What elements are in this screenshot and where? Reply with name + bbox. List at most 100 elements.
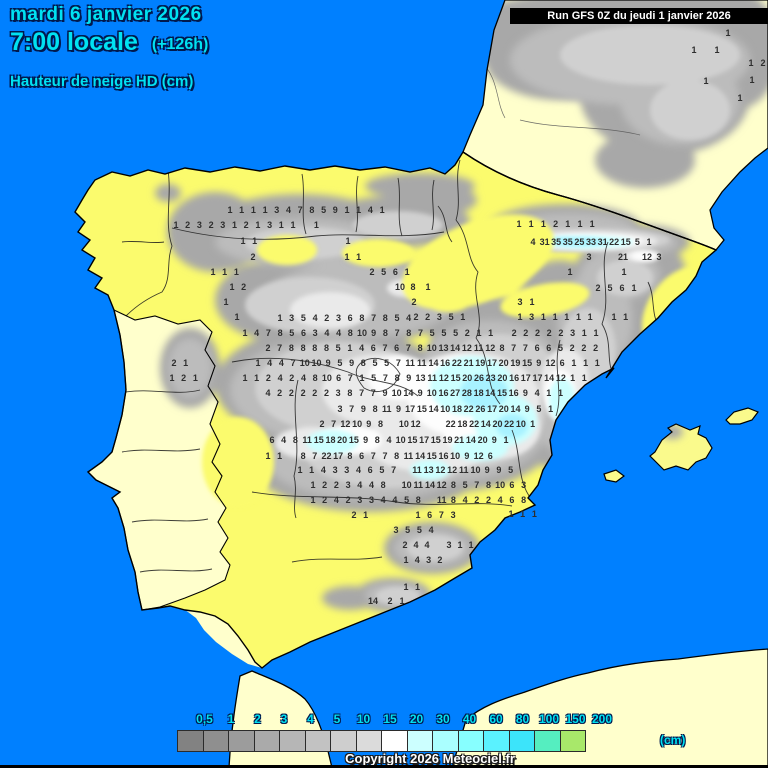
snow-depth-value: 5 [372, 358, 378, 368]
snow-depth-value: 15 [620, 237, 631, 247]
snow-depth-value: 1 [310, 480, 316, 490]
snow-depth-value: 13 [423, 465, 434, 475]
snow-depth-value: 12 [461, 343, 472, 353]
snow-depth-value: 5 [453, 328, 459, 338]
snow-depth-value: 2 [312, 388, 318, 398]
snow-depth-value: 5 [429, 328, 435, 338]
snow-depth-value: 1 [313, 220, 319, 230]
snow-depth-value: 8 [410, 282, 416, 292]
snow-depth-value: 6 [269, 435, 275, 445]
snow-depth-value: 1 [548, 404, 554, 414]
snow-depth-value: 1 [240, 236, 246, 246]
snow-depth-value: 8 [394, 451, 400, 461]
snow-depth-value: 31 [539, 237, 550, 247]
snow-depth-value: 6 [534, 343, 540, 353]
cadiz-coast-region [185, 610, 262, 668]
snow-depth-value: 8 [312, 373, 318, 383]
snow-depth-value: 1 [233, 267, 239, 277]
snow-depth-value: 15 [430, 435, 441, 445]
snow-depth-value: 1 [169, 373, 175, 383]
snow-depth-value: 7 [370, 451, 376, 461]
snow-depth-value: 4 [386, 435, 392, 445]
snow-depth-value: 22 [451, 358, 462, 368]
snow-depth-value: 4 [414, 555, 420, 565]
snow-depth-value: 2 [474, 495, 480, 505]
snow-depth-value: 3 [450, 510, 456, 520]
snow-depth-value: 4 [324, 328, 330, 338]
snow-depth-value: 1 [520, 509, 526, 519]
snow-depth-value: 11 [302, 435, 312, 445]
snow-depth-value: 9 [363, 435, 369, 445]
snow-depth-value: 3 [344, 465, 350, 475]
snow-depth-value: 12 [410, 419, 421, 429]
snow-depth-value: 19 [510, 358, 521, 368]
snow-depth-value: 33 [585, 237, 597, 247]
snow-depth-value: 11 [413, 480, 424, 490]
snow-depth-value: 8 [347, 451, 353, 461]
snow-depth-value: 15 [522, 358, 533, 368]
snow-depth-value: 4 [413, 540, 419, 550]
snow-depth-value: 2 [546, 328, 552, 338]
snow-depth-value: 8 [288, 343, 294, 353]
snow-depth-value: 3 [570, 328, 576, 338]
snow-depth-value: 1 [583, 358, 589, 368]
snow-depth-value: 1 [594, 358, 600, 368]
snow-depth-value: 14 [424, 480, 436, 490]
snow-depth-value: 9 [522, 388, 528, 398]
snow-depth-value: 2 [413, 312, 419, 322]
snow-depth-value: 26 [473, 373, 485, 383]
snow-depth-value: 3 [274, 205, 280, 215]
snow-depth-value: 1 [379, 205, 385, 215]
snow-depth-value: 2 [425, 312, 431, 322]
snow-depth-value: 7 [382, 451, 388, 461]
snow-depth-value: 5 [300, 313, 306, 323]
snow-depth-value: 8 [347, 388, 353, 398]
snow-depth-value: 10 [356, 328, 368, 338]
snow-depth-value: 12 [435, 465, 446, 475]
snow-depth-value: 10 [395, 435, 406, 445]
snow-depth-value: 3 [337, 404, 343, 414]
snow-depth-value: 26 [475, 404, 486, 414]
bottom-bar [0, 765, 768, 768]
snow-depth-value: 2 [523, 328, 529, 338]
snow-depth-value: 2 [760, 58, 766, 68]
snow-depth-value: 12 [436, 480, 447, 490]
snow-depth-value: 10 [401, 480, 412, 490]
snow-depth-value: 1 [564, 312, 570, 322]
snow-depth-value: 7 [312, 451, 318, 461]
snow-depth-value: 4 [392, 495, 398, 505]
snow-depth-value: 4 [281, 435, 287, 445]
snow-depth-value: 1 [565, 219, 571, 229]
snow-depth-value: 3 [345, 480, 351, 490]
snow-depth-value: 7 [394, 328, 400, 338]
snow-depth-value: 2 [402, 540, 408, 550]
snow-depth-value: 19 [475, 358, 486, 368]
snow-depth-value: 1 [231, 220, 238, 230]
snow-depth-value: 9 [406, 373, 412, 383]
snow-depth-value: 10 [352, 419, 363, 429]
copyright: Copyright 2026 Meteociel.fr [345, 751, 515, 766]
snow-depth-value: 3 [335, 388, 341, 398]
snow-depth-value: 1 [223, 297, 229, 307]
snow-depth-value: 2 [265, 373, 271, 383]
snow-depth-value: 5 [381, 267, 387, 277]
snow-depth-value: 1 [242, 373, 248, 383]
snow-depth-value: 1 [528, 219, 534, 229]
snow-depth-value: 8 [417, 343, 423, 353]
snow-depth-value: 1 [508, 509, 514, 519]
snow-depth-value: 1 [737, 93, 743, 103]
snow-depth-value: 10 [321, 373, 332, 383]
snow-depth-value: 2 [351, 510, 357, 520]
snow-depth-value: 7 [438, 510, 444, 520]
snow-depth-value: 18 [451, 404, 463, 414]
snow-depth-value: 1 [227, 205, 233, 215]
snow-depth-value: 2 [322, 495, 328, 505]
snow-depth-value: 16 [509, 373, 520, 383]
snow-depth-value: 3 [368, 495, 375, 505]
snow-depth-value: 4 [300, 373, 307, 383]
snow-depth-value: 9 [484, 465, 490, 475]
snow-depth-value: 1 [425, 282, 431, 292]
snow-depth-value: 4 [406, 313, 412, 323]
snow-depth-value: 8 [347, 328, 353, 338]
